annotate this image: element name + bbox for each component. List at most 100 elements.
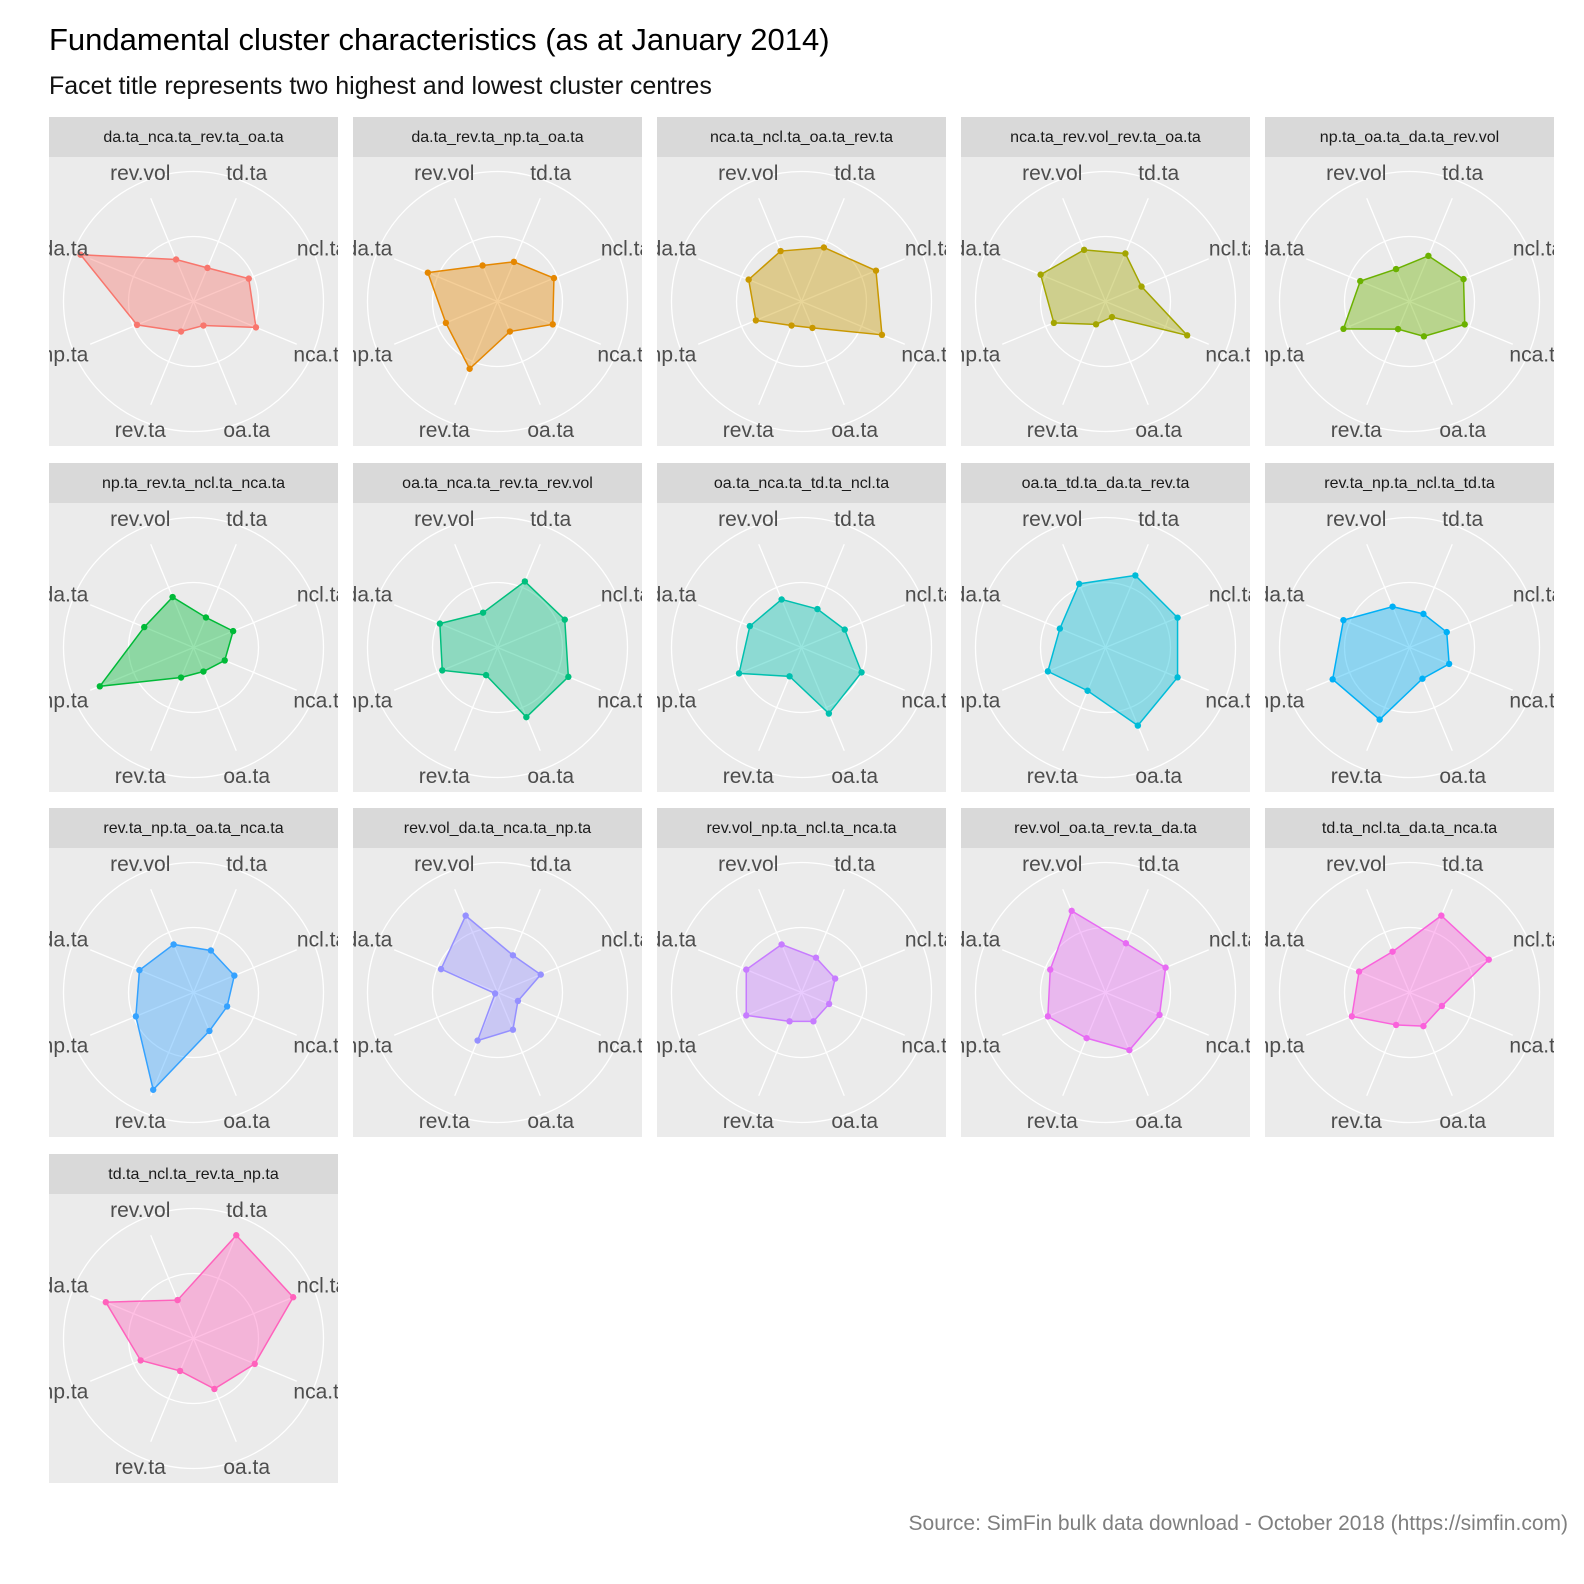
facet-panel: da.ta_nca.ta_rev.ta_oa.ta td.ta ncl.ta nca.… <box>49 117 338 486</box>
data-point <box>136 966 143 974</box>
data-point <box>424 269 432 276</box>
grid-spoke <box>697 949 802 994</box>
data-point <box>172 256 180 263</box>
grid-spoke <box>1366 197 1411 302</box>
axis-label: oa.ta <box>831 1110 878 1133</box>
axis-label: da.ta <box>49 583 89 606</box>
facet-panel: td.ta_ncl.ta_rev.ta_np.ta td.ta ncl.ta nca.… <box>49 1154 338 1523</box>
grid-spoke <box>89 646 194 691</box>
data-point <box>746 622 754 630</box>
grid-circle <box>127 926 260 1059</box>
data-point <box>814 605 821 613</box>
grid-circle <box>1278 861 1541 1124</box>
axis-label: oa.ta <box>831 419 878 442</box>
axis-label: rev.ta <box>1027 765 1078 788</box>
series-area <box>1350 914 1490 1027</box>
radar-panel: td.ta ncl.ta nca.ta oa.ta rev.ta np.ta da.ta re… <box>353 848 642 1137</box>
axis-label: oa.ta <box>223 765 270 788</box>
data-point <box>523 713 530 721</box>
data-point <box>1340 616 1347 624</box>
grid-spoke <box>393 258 498 303</box>
axis-label: nca.ta <box>597 690 642 713</box>
grid-spoke <box>150 992 195 1097</box>
data-point <box>1108 313 1116 321</box>
grid-spoke <box>1001 991 1106 1036</box>
axis-label: oa.ta <box>223 1456 270 1479</box>
axis-label: rev.vol <box>1022 853 1082 876</box>
radar-panel: td.ta ncl.ta nca.ta oa.ta rev.ta np.ta da.ta re… <box>353 503 642 792</box>
axis-label: da.ta <box>49 1274 89 1297</box>
axis-label: da.ta <box>49 237 89 260</box>
grid-spoke <box>1408 301 1453 406</box>
grid-spoke <box>1409 646 1514 691</box>
data-point <box>1122 250 1129 257</box>
data-point <box>177 328 185 335</box>
axis-label: rev.vol <box>110 508 170 531</box>
data-point <box>509 1026 517 1033</box>
data-point <box>1044 1013 1052 1020</box>
axis-label: ncl.ta <box>905 928 946 951</box>
facet-panel: da.ta_rev.ta_np.ta_oa.ta td.ta ncl.ta nca.t… <box>353 117 642 486</box>
axis-label: np.ta <box>1265 690 1305 713</box>
axis-label: td.ta <box>226 1199 267 1222</box>
series-area <box>747 246 883 336</box>
grid-spoke <box>758 543 803 648</box>
facet-strip-title: oa.ta_td.ta_da.ta_rev.ta <box>961 463 1250 503</box>
grid-spoke <box>1366 888 1411 993</box>
facet-strip-title: rev.ta_np.ta_ncl.ta_td.ta <box>1265 463 1554 503</box>
axis-label: td.ta <box>1442 853 1483 876</box>
grid-spoke <box>1104 543 1149 648</box>
data-point <box>289 1294 297 1301</box>
radar-panel: td.ta ncl.ta nca.ta oa.ta rev.ta np.ta da.ta re… <box>657 503 946 792</box>
grid-spoke <box>1408 197 1453 302</box>
grid-circle <box>1343 235 1476 368</box>
grid-spoke <box>193 604 298 649</box>
data-point <box>1080 246 1088 254</box>
grid-spoke <box>1305 991 1410 1036</box>
grid-spoke <box>89 258 194 303</box>
data-point <box>436 620 444 627</box>
grid-circle <box>1278 170 1541 433</box>
data-point <box>200 668 207 675</box>
grid-spoke <box>800 543 845 648</box>
grid-spoke <box>192 197 237 302</box>
grid-spoke <box>1366 543 1411 648</box>
grid-spoke <box>758 992 803 1097</box>
data-point <box>1329 676 1336 683</box>
radar-panel: td.ta ncl.ta nca.ta oa.ta rev.ta np.ta da.ta re… <box>49 1194 338 1483</box>
data-point <box>1420 610 1427 618</box>
axis-label: rev.vol <box>1326 162 1386 185</box>
grid-circle <box>735 235 868 368</box>
axis-label: rev.vol <box>718 162 778 185</box>
axis-label: td.ta <box>530 508 571 531</box>
facet-panel: td.ta_ncl.ta_da.ta_nca.ta td.ta ncl.ta nca.… <box>1265 808 1554 1177</box>
axis-label: rev.ta <box>1027 419 1078 442</box>
grid-spoke <box>697 646 802 691</box>
axis-label: rev.ta <box>723 419 774 442</box>
data-point <box>825 1000 833 1008</box>
grid-spoke <box>192 647 237 752</box>
axis-label: np.ta <box>961 344 1001 367</box>
axis-label: td.ta <box>530 162 571 185</box>
data-point <box>506 328 514 335</box>
grid-spoke <box>454 197 499 302</box>
grid-circle <box>366 170 629 433</box>
grid-spoke <box>496 197 541 302</box>
radar-panel: td.ta ncl.ta nca.ta oa.ta rev.ta np.ta da.ta re… <box>1265 157 1554 446</box>
axis-label: nca.ta <box>293 1035 338 1058</box>
data-point <box>176 1367 184 1375</box>
grid-spoke <box>800 992 845 1097</box>
data-point <box>1092 321 1100 328</box>
series-area <box>1342 255 1466 338</box>
radar-svg: td.ta ncl.ta nca.ta oa.ta rev.ta np.ta da.ta re… <box>49 1199 338 1479</box>
radar-svg: td.ta ncl.ta nca.ta oa.ta rev.ta np.ta da.ta re… <box>1265 508 1554 788</box>
data-point <box>1420 1022 1427 1030</box>
grid-spoke <box>758 301 803 406</box>
facet-strip-title: rev.ta_np.ta_oa.ta_nca.ta <box>49 808 338 848</box>
grid-circle <box>62 170 325 433</box>
data-point <box>1126 1046 1133 1054</box>
data-point <box>825 710 833 717</box>
radar-svg: td.ta ncl.ta nca.ta oa.ta rev.ta np.ta da.ta re… <box>353 508 642 788</box>
grid-spoke <box>193 300 298 345</box>
grid-spoke <box>1001 949 1106 994</box>
